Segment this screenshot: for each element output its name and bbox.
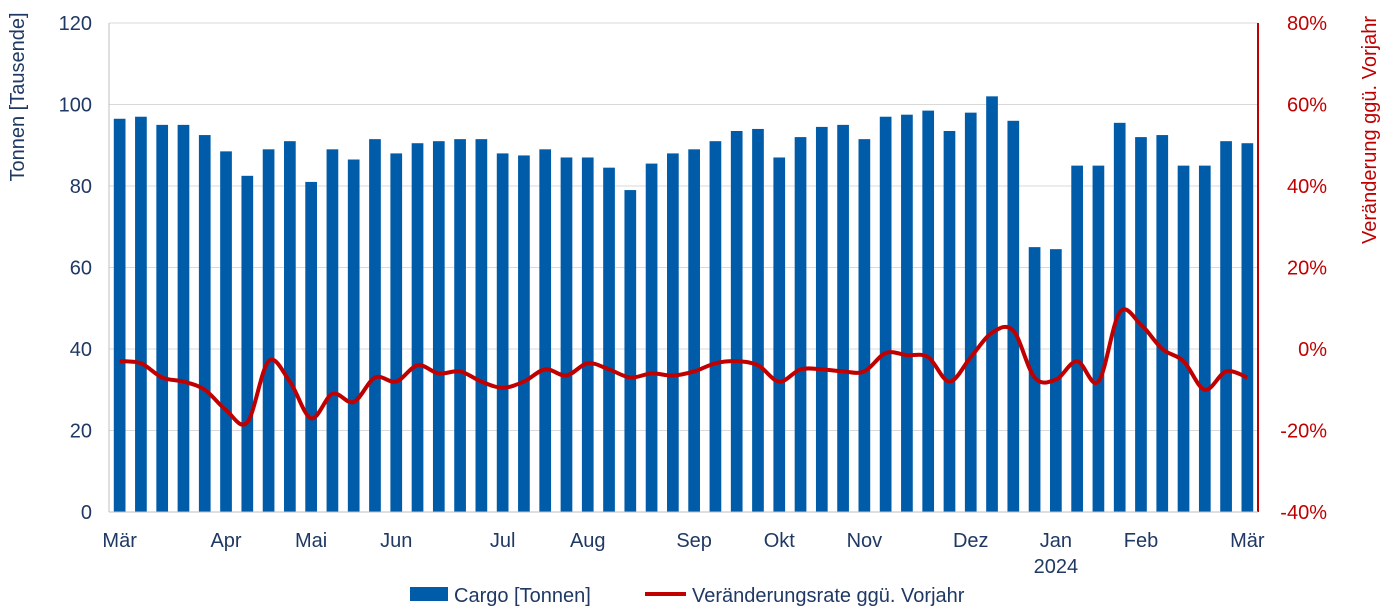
cargo-bar: [326, 149, 339, 512]
cargo-bar: [390, 153, 403, 512]
cargo-bar: [1113, 122, 1126, 513]
left-axis-tick-label: 120: [59, 13, 92, 35]
legend: Cargo [Tonnen] Veränderungsrate ggü. Vor…: [410, 585, 965, 607]
left-axis-ticks: 0 20 40 60 80 100 120: [59, 13, 92, 524]
x-axis-tick-label: Jul: [490, 530, 516, 552]
x-axis-tick-label: Sep: [676, 530, 712, 552]
cargo-bar: [347, 159, 360, 512]
x-axis-year-label: 2024: [1034, 556, 1079, 578]
cargo-bar: [709, 141, 722, 513]
legend-swatch-cargo: [410, 587, 448, 601]
cargo-bar: [156, 124, 169, 512]
cargo-bar: [667, 153, 679, 512]
cargo-bar: [539, 149, 552, 512]
x-axis-tick-label: Aug: [570, 530, 606, 552]
cargo-bar: [1007, 120, 1020, 513]
cargo-bar: [432, 141, 445, 513]
cargo-bar: [581, 157, 594, 512]
cargo-bar: [369, 139, 381, 512]
bar-series: [113, 96, 1254, 513]
x-axis-tick-label: Jan: [1040, 530, 1072, 552]
right-axis-tick-label: 60%: [1287, 95, 1327, 117]
cargo-bar: [198, 135, 211, 512]
left-axis-tick-label: 60: [70, 258, 92, 280]
cargo-bar: [1241, 143, 1254, 512]
left-axis-title: Tonnen [Tausende]: [7, 12, 29, 181]
right-axis-ticks: -40% -20% 0% 20% 40% 60% 80%: [1280, 13, 1327, 524]
right-axis-tick-label: -40%: [1280, 502, 1327, 524]
cargo-bar: [688, 149, 700, 512]
cargo-bar: [986, 96, 998, 512]
right-axis-title: Veränderung ggü. Vorjahr: [1359, 16, 1381, 244]
x-axis-tick-label: Dez: [953, 530, 989, 552]
legend-label-change: Veränderungsrate ggü. Vorjahr: [692, 585, 965, 607]
cargo-bar: [454, 139, 466, 512]
cargo-bar: [837, 124, 849, 512]
cargo-bar: [901, 114, 913, 512]
cargo-bar: [113, 118, 126, 512]
change-rate-line: [119, 307, 1249, 427]
x-axis-ticks: Mär Apr Mai Jun Jul Aug Sep Okt Nov Dez Jan Feb Mär 2…: [102, 530, 1265, 578]
cargo-bar: [1071, 165, 1083, 512]
right-axis-tick-label: 0%: [1298, 339, 1327, 361]
cargo-bar: [1198, 165, 1211, 512]
legend-label-cargo: Cargo [Tonnen]: [454, 585, 591, 607]
cargo-bar: [518, 155, 530, 512]
cargo-bar: [475, 139, 488, 512]
cargo-bar: [943, 130, 956, 513]
x-axis-tick-label: Jun: [380, 530, 412, 552]
axes: [108, 23, 1259, 513]
cargo-bar: [815, 126, 828, 512]
x-axis-tick-label: Feb: [1124, 530, 1158, 552]
cargo-bar: [1220, 141, 1232, 513]
cargo-bar: [1156, 135, 1169, 512]
cargo-bar: [624, 190, 637, 512]
cargo-bar: [752, 128, 764, 512]
cargo-bar: [135, 116, 147, 512]
line-series: [119, 307, 1249, 427]
cargo-bar: [773, 157, 786, 512]
cargo-bar: [964, 112, 977, 513]
cargo-bar: [858, 139, 871, 512]
cargo-bar: [794, 137, 807, 512]
gridlines: [109, 22, 1258, 431]
cargo-bar: [1177, 165, 1190, 512]
left-axis-tick-label: 80: [70, 176, 92, 198]
cargo-bar: [879, 116, 892, 512]
left-axis-tick-label: 20: [70, 421, 92, 443]
left-axis-tick-label: 0: [81, 502, 92, 524]
cargo-bar: [730, 130, 743, 513]
left-axis-tick-label: 100: [59, 95, 92, 117]
x-axis-tick-label: Okt: [764, 530, 796, 552]
cargo-bar: [241, 175, 254, 512]
cargo-bar: [305, 181, 317, 513]
cargo-bar: [645, 163, 658, 512]
x-axis-tick-label: Apr: [210, 530, 241, 552]
cargo-bar: [284, 141, 296, 513]
x-axis-tick-label: Mär: [1230, 530, 1265, 552]
cargo-bar: [922, 110, 935, 513]
cargo-bar: [220, 151, 232, 513]
cargo-bar: [603, 167, 615, 512]
right-axis-tick-label: -20%: [1280, 421, 1327, 443]
cargo-bar: [560, 157, 573, 512]
x-axis-tick-label: Mai: [295, 530, 327, 552]
cargo-bar: [177, 124, 190, 512]
cargo-bar: [1092, 165, 1105, 512]
right-axis-tick-label: 40%: [1287, 176, 1327, 198]
x-axis-tick-label: Mär: [102, 530, 137, 552]
cargo-bar: [262, 149, 275, 512]
right-axis-tick-label: 80%: [1287, 13, 1327, 35]
right-axis-tick-label: 20%: [1287, 258, 1327, 280]
cargo-bar: [411, 143, 424, 512]
left-axis-tick-label: 40: [70, 339, 92, 361]
cargo-bar: [496, 153, 509, 512]
x-axis-tick-label: Nov: [847, 530, 883, 552]
